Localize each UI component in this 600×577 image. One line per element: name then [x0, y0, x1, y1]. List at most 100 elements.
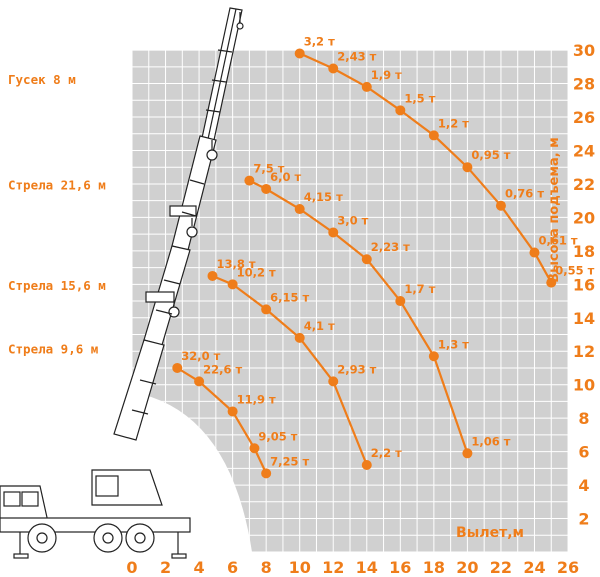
x-tick-label: 20: [456, 558, 478, 577]
data-point: [207, 270, 218, 281]
y-tick-label: 28: [573, 75, 595, 94]
boom-label: Гусек 8 м: [8, 72, 76, 87]
x-tick-label: 22: [490, 558, 512, 577]
data-point: [529, 247, 540, 258]
point-label: 1,2 т: [438, 116, 469, 130]
series-2: 13,8 т10,2 т 6,15 т 4,1 т 2,93 т 2,2 т: [207, 257, 402, 471]
x-tick-label: 24: [523, 558, 545, 577]
data-point: [294, 332, 305, 343]
y-tick-label: 22: [573, 175, 595, 194]
data-point: [462, 162, 473, 173]
point-label: 32,0 т: [181, 349, 220, 363]
x-tick-label: 16: [389, 558, 411, 577]
x-tick-label: 10: [289, 558, 311, 577]
data-point: [194, 376, 205, 387]
point-label: 0,55 т: [555, 264, 594, 278]
data-point: [428, 130, 439, 141]
data-point: [261, 183, 272, 194]
y-tick-label: 4: [578, 476, 589, 495]
point-label: 22,6 т: [203, 362, 242, 376]
point-label: 7,25 т: [270, 454, 309, 468]
point-label: 1,5 т: [404, 91, 435, 105]
data-point: [361, 81, 372, 92]
y-tick-label: 8: [578, 409, 589, 428]
data-point: [395, 296, 406, 307]
series-1: 32,0 т22,6 т 11,9 т 9,05 т 7,25 т: [172, 349, 310, 479]
point-label: 13,8 т: [216, 257, 255, 271]
point-label: 2,2 т: [371, 446, 402, 460]
y-tick-label: 6: [578, 443, 589, 462]
y-tick-label: 10: [573, 376, 595, 395]
crane-illustration: [0, 7, 244, 559]
point-label: 11,9 т: [237, 392, 276, 406]
data-point: [546, 277, 557, 288]
data-point: [227, 406, 238, 417]
data-point: [294, 48, 305, 59]
point-label: 3,0 т: [337, 213, 368, 227]
series-3: 7,5 т6,0 т4,15 т 3,0 т2,23 т 1,7 т 1,3 т 1,0…: [244, 162, 511, 459]
series-4: 3,2 т2,43 т 1,9 т1,5 т1,2 т 0,95 т 0,76 т 0,…: [294, 34, 595, 288]
y-tick-label: 16: [573, 275, 595, 294]
x-tick-label: 12: [322, 558, 344, 577]
y-tick-label: 24: [573, 141, 595, 160]
y-tick-label: 2: [578, 510, 589, 529]
series-group: 32,0 т22,6 т11,9 т9,05 т7,25 т13,8 т10,2…: [172, 34, 595, 479]
x-tick-label: 14: [356, 558, 378, 577]
data-point: [244, 175, 255, 186]
base-cutout: [132, 392, 252, 552]
x-tick-label: 2: [160, 558, 171, 577]
boom-label: Стрела 21,6 м: [8, 178, 106, 193]
point-label: 6,15 т: [270, 290, 309, 304]
y-tick-label: 14: [573, 309, 595, 328]
data-point: [172, 362, 183, 373]
data-point: [261, 468, 272, 479]
x-tick-label: 26: [557, 558, 579, 577]
x-tick-label: 0: [126, 558, 137, 577]
x-tick-label: 6: [227, 558, 238, 577]
y-tick-label: 30: [573, 41, 595, 60]
data-point: [462, 448, 473, 459]
data-point: [395, 105, 406, 116]
y-tick-label: 18: [573, 242, 595, 261]
point-label: 6,0 т: [270, 170, 301, 184]
x-axis-label: Вылет,м: [456, 525, 524, 541]
data-point: [261, 304, 272, 315]
data-point: [361, 254, 372, 265]
data-point: [249, 443, 260, 454]
point-label: 1,3 т: [438, 337, 469, 351]
y-tick-label: 20: [573, 208, 595, 227]
point-label: 1,9 т: [371, 68, 402, 82]
point-label: 0,76 т: [505, 187, 544, 201]
point-label: 7,5 т: [253, 162, 284, 176]
x-tick-label: 4: [194, 558, 205, 577]
data-point: [428, 351, 439, 362]
boom-label: Стрела 15,6 м: [8, 278, 106, 293]
point-label: 0,95 т: [471, 148, 510, 162]
x-tick-label: 8: [261, 558, 272, 577]
y-tick-label: 12: [573, 342, 595, 361]
data-point: [227, 279, 238, 290]
point-label: 2,93 т: [337, 362, 376, 376]
boom-label: Стрела 9,6 м: [8, 342, 98, 357]
point-label: 0,61 т: [538, 234, 577, 248]
data-point: [361, 460, 372, 471]
point-label: 4,1 т: [304, 319, 335, 333]
point-label: 9,05 т: [258, 429, 297, 443]
point-label: 1,7 т: [404, 282, 435, 296]
boom-labels: Гусек 8 м Стрела 21,6 м Стрела 15,6 м Стрел…: [8, 72, 106, 356]
point-label: 2,43 т: [337, 50, 376, 64]
data-point: [328, 63, 339, 74]
y-tick-label: 26: [573, 108, 595, 127]
point-label: 4,15 т: [304, 190, 343, 204]
y-axis-label: Высота подъема, м: [547, 137, 562, 283]
point-label: 1,06 т: [471, 434, 510, 448]
data-point: [328, 376, 339, 387]
data-point: [328, 227, 339, 238]
x-tick-label: 18: [423, 558, 445, 577]
data-point: [495, 200, 506, 211]
point-label: 2,23 т: [371, 240, 410, 254]
series-line: [248, 179, 469, 454]
x-axis-ticks: 0 2 4 6 8 10 12 14 16 18 20 22 24 26: [126, 558, 579, 577]
